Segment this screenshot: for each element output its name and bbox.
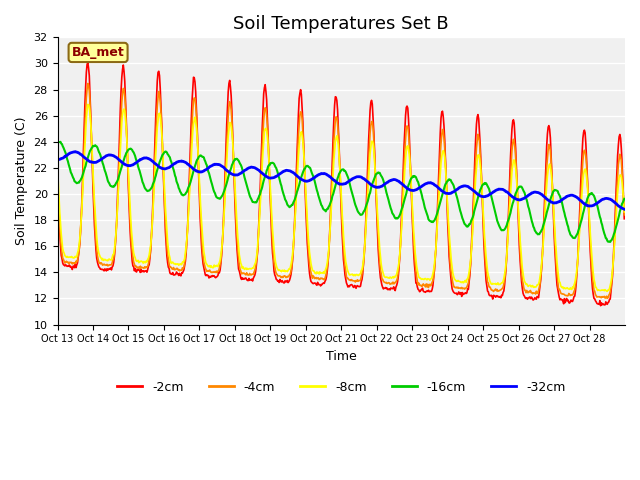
-2cm (84, 60, 92, 66)
-2cm (54, 178, 61, 184)
-16cm (432, 215, 440, 220)
X-axis label: Time: Time (326, 350, 356, 363)
-2cm (225, 81, 233, 86)
-16cm (400, 198, 408, 204)
-4cm (84, 81, 92, 86)
-32cm (225, 169, 233, 175)
-8cm (54, 164, 61, 170)
-16cm (54, 140, 61, 145)
-2cm (400, 143, 408, 148)
Title: Soil Temperatures Set B: Soil Temperatures Set B (234, 15, 449, 33)
-16cm (275, 173, 282, 179)
-4cm (253, 253, 261, 259)
-16cm (606, 239, 614, 245)
-4cm (225, 103, 233, 109)
-4cm (400, 163, 408, 168)
-8cm (275, 267, 282, 273)
-8cm (121, 108, 129, 114)
-32cm (400, 183, 408, 189)
Text: BA_met: BA_met (72, 46, 124, 59)
-8cm (225, 126, 233, 132)
Line: -16cm: -16cm (58, 142, 624, 242)
-16cm (225, 172, 233, 178)
Line: -32cm: -32cm (58, 152, 624, 209)
-32cm (620, 206, 628, 212)
-4cm (432, 247, 440, 253)
-2cm (596, 303, 604, 309)
-16cm (57, 139, 65, 144)
-32cm (432, 183, 440, 189)
-2cm (275, 278, 282, 284)
-32cm (72, 149, 79, 155)
-16cm (253, 198, 261, 204)
-8cm (84, 101, 92, 107)
-4cm (620, 212, 628, 218)
-2cm (121, 78, 129, 84)
-4cm (54, 170, 61, 176)
-2cm (432, 246, 440, 252)
Y-axis label: Soil Temperature (C): Soil Temperature (C) (15, 117, 28, 245)
-32cm (253, 166, 261, 172)
-4cm (121, 94, 129, 99)
Legend: -2cm, -4cm, -8cm, -16cm, -32cm: -2cm, -4cm, -8cm, -16cm, -32cm (112, 376, 570, 399)
Line: -8cm: -8cm (58, 104, 624, 291)
Line: -4cm: -4cm (58, 84, 624, 298)
Line: -2cm: -2cm (58, 63, 624, 306)
-2cm (620, 216, 628, 222)
-4cm (275, 273, 282, 279)
-16cm (121, 154, 129, 160)
-32cm (121, 161, 129, 167)
-4cm (604, 295, 611, 301)
-32cm (275, 172, 282, 178)
-8cm (604, 288, 611, 294)
-8cm (432, 246, 440, 252)
-32cm (54, 157, 61, 163)
-2cm (253, 254, 261, 260)
-8cm (620, 209, 628, 215)
-8cm (253, 250, 261, 256)
-8cm (400, 179, 408, 185)
-16cm (620, 196, 628, 202)
